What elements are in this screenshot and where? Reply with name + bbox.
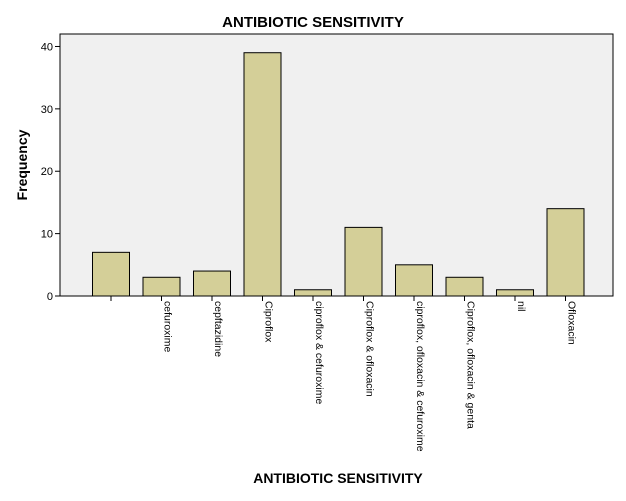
bar [92,251,130,297]
x-tick-label: nil [515,301,527,312]
y-tick-label: 20 [41,166,53,178]
bar [344,226,383,297]
bars [92,52,585,297]
bar [395,264,433,297]
x-tick-label: ciproflox, ofloxacin & cefuroxime [414,301,426,452]
x-tick-label: Ciproflox, ofloxacin & genta [465,301,477,429]
x-tick-label: Ofloxacin [566,301,578,345]
x-tick-label: Ciproflox [263,301,275,343]
y-tick-label: 40 [41,41,53,53]
y-tick-label: 0 [47,291,53,303]
x-axis-label: ANTIBIOTIC SENSITIVITY [253,470,423,486]
bar [243,52,282,297]
y-axis: 0 10 20 30 40 [41,41,60,303]
x-tick-label: cepftazidine [212,301,224,357]
bar [445,276,484,297]
bar [496,289,534,297]
bar [193,270,231,297]
chart-title: ANTIBIOTIC SENSITIVITY [222,14,404,31]
x-tick-label: ciproflox & cefuroxime [313,301,325,404]
bar [546,208,585,297]
bar [294,289,332,297]
x-tick-label: Ciproflox & ofloxacin [364,301,376,397]
y-tick-label: 10 [41,229,53,241]
y-axis-label: Frequency [14,129,30,200]
y-tick-label: 30 [41,104,53,116]
x-tick-label: cefuroxime [162,301,174,353]
x-axis: cefuroxime cepftazidine Ciproflox ciproflox… [110,296,578,452]
bar [142,276,181,297]
plot-area [59,33,614,297]
